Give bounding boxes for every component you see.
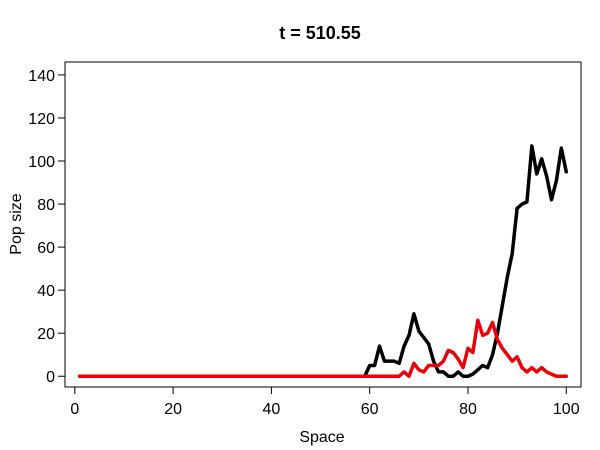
y-tick-label: 60 — [37, 240, 55, 257]
y-tick-label: 0 — [46, 369, 55, 386]
y-tick-label: 120 — [28, 111, 55, 128]
x-axis: 0 20 40 60 80 100 — [70, 387, 580, 418]
series-layer — [77, 144, 569, 378]
series-line-1 — [77, 144, 569, 378]
x-axis-label: Space — [299, 429, 344, 446]
x-tick-label: 20 — [164, 401, 182, 418]
x-tick-label: 100 — [553, 401, 580, 418]
y-axis-label: Pop size — [8, 193, 25, 254]
x-tick-label: 60 — [361, 401, 379, 418]
series-line-2 — [77, 318, 569, 378]
x-tick-label: 80 — [459, 401, 477, 418]
y-tick-label: 100 — [28, 154, 55, 171]
plot-frame — [64, 61, 582, 388]
y-tick-label: 20 — [37, 326, 55, 343]
y-tick-label: 140 — [28, 68, 55, 85]
chart-title: t = 510.55 — [279, 23, 361, 43]
y-tick-label: 80 — [37, 197, 55, 214]
x-tick-label: 0 — [70, 401, 79, 418]
y-tick-label: 40 — [37, 283, 55, 300]
x-tick-label: 40 — [263, 401, 281, 418]
y-axis: 0 20 40 60 80 100 120 140 — [28, 68, 65, 386]
